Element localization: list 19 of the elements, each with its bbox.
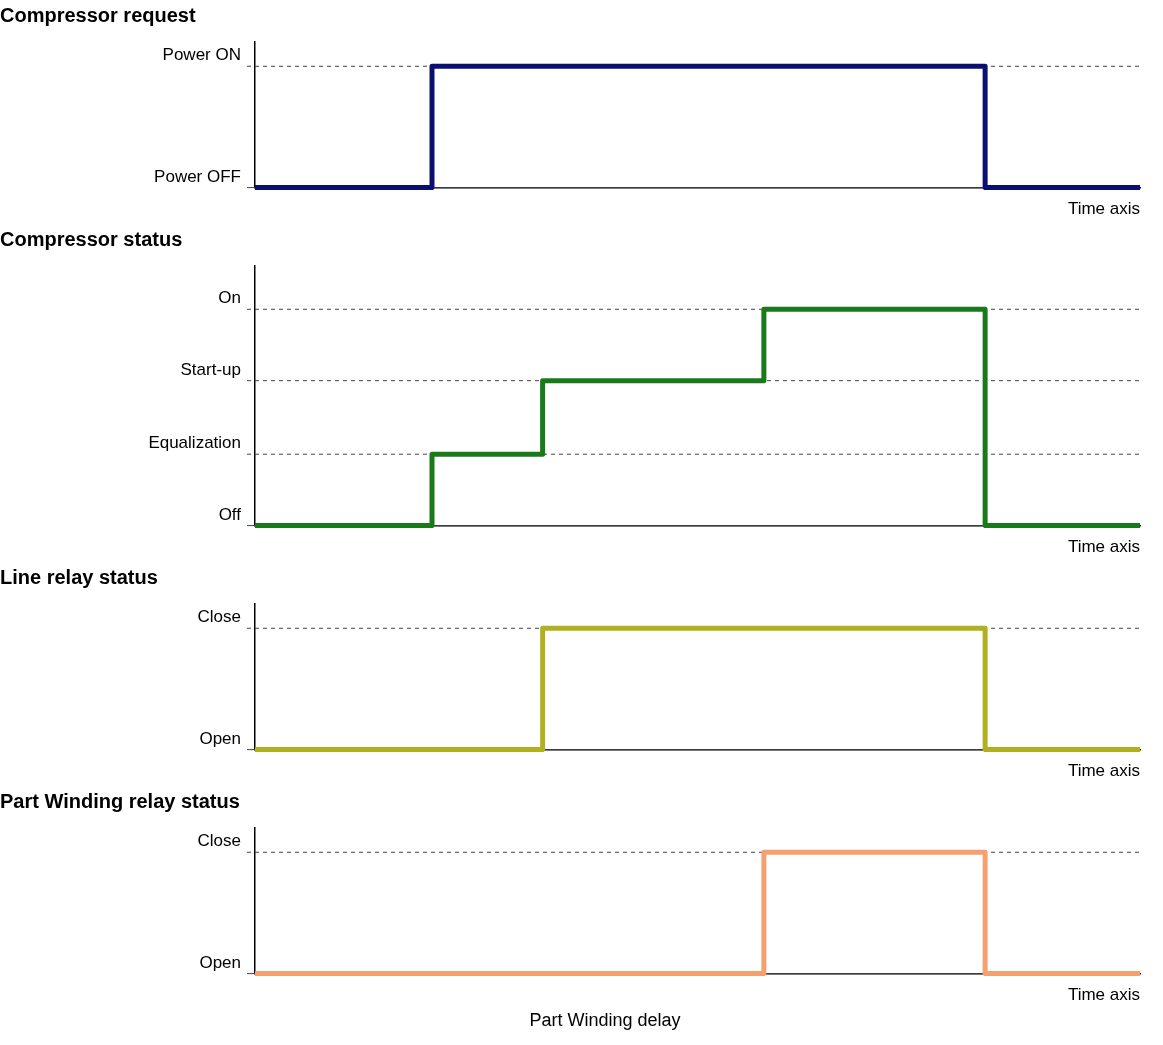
ref-line-label: Power OFF: [154, 166, 241, 186]
chart-title: Part Winding relay status: [0, 789, 240, 812]
ref-line-label: Open: [199, 728, 241, 748]
ref-line-label: Open: [199, 952, 241, 972]
ref-line-label: Close: [197, 607, 241, 627]
ref-line-label: Close: [197, 831, 241, 851]
chart-title: Compressor request: [0, 3, 196, 26]
ref-line-label: Equalization: [148, 433, 241, 453]
x-axis-title: Time axis: [1067, 537, 1140, 557]
x-axis-title: Time axis: [1067, 985, 1140, 1005]
text: Part Winding delay: [528, 1010, 682, 1031]
chart-title: Compressor status: [0, 227, 183, 250]
ref-line-label: Power ON: [162, 45, 241, 65]
ref-line-label: Off: [218, 504, 242, 524]
text: Line relay status: [0, 565, 158, 588]
ref-line-label: On: [218, 288, 241, 308]
ref-line-label: Start-up: [180, 359, 241, 379]
x-axis-title: Time axis: [1067, 761, 1140, 781]
x-axis-title: Time axis: [1067, 199, 1140, 219]
